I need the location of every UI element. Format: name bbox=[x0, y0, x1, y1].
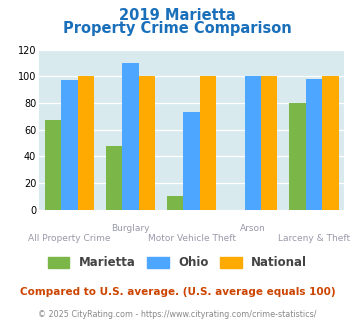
Bar bbox=[200, 76, 217, 210]
Bar bbox=[45, 120, 61, 210]
Text: Compared to U.S. average. (U.S. average equals 100): Compared to U.S. average. (U.S. average … bbox=[20, 287, 335, 297]
Text: All Property Crime: All Property Crime bbox=[28, 234, 111, 243]
Text: Arson: Arson bbox=[240, 224, 266, 233]
Text: © 2025 CityRating.com - https://www.cityrating.com/crime-statistics/: © 2025 CityRating.com - https://www.city… bbox=[38, 310, 317, 319]
Bar bbox=[322, 76, 339, 210]
Text: Larceny & Theft: Larceny & Theft bbox=[278, 234, 350, 243]
Text: Motor Vehicle Theft: Motor Vehicle Theft bbox=[148, 234, 236, 243]
Bar bbox=[184, 112, 200, 210]
Text: 2019 Marietta: 2019 Marietta bbox=[119, 8, 236, 23]
Bar bbox=[78, 76, 94, 210]
Bar bbox=[261, 76, 278, 210]
Bar bbox=[245, 76, 261, 210]
Bar bbox=[122, 63, 139, 210]
Bar bbox=[61, 80, 78, 210]
Bar bbox=[289, 103, 306, 210]
Text: Burglary: Burglary bbox=[111, 224, 150, 233]
Bar bbox=[139, 76, 155, 210]
Bar bbox=[106, 146, 122, 210]
Bar bbox=[306, 79, 322, 210]
Bar bbox=[167, 196, 184, 210]
Legend: Marietta, Ohio, National: Marietta, Ohio, National bbox=[43, 252, 312, 274]
Text: Property Crime Comparison: Property Crime Comparison bbox=[63, 21, 292, 36]
